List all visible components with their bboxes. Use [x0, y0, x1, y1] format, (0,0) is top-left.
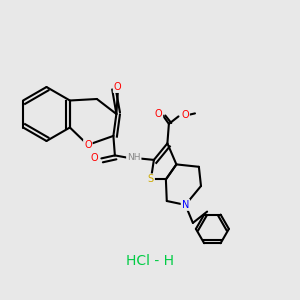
Text: O: O — [181, 110, 189, 120]
Text: S: S — [148, 174, 154, 184]
Text: NH: NH — [127, 153, 140, 162]
Text: O: O — [114, 82, 122, 92]
Text: N: N — [182, 200, 189, 210]
Text: O: O — [91, 153, 99, 164]
Text: O: O — [154, 109, 162, 119]
Text: HCl - H: HCl - H — [126, 254, 174, 268]
Text: O: O — [84, 140, 92, 150]
